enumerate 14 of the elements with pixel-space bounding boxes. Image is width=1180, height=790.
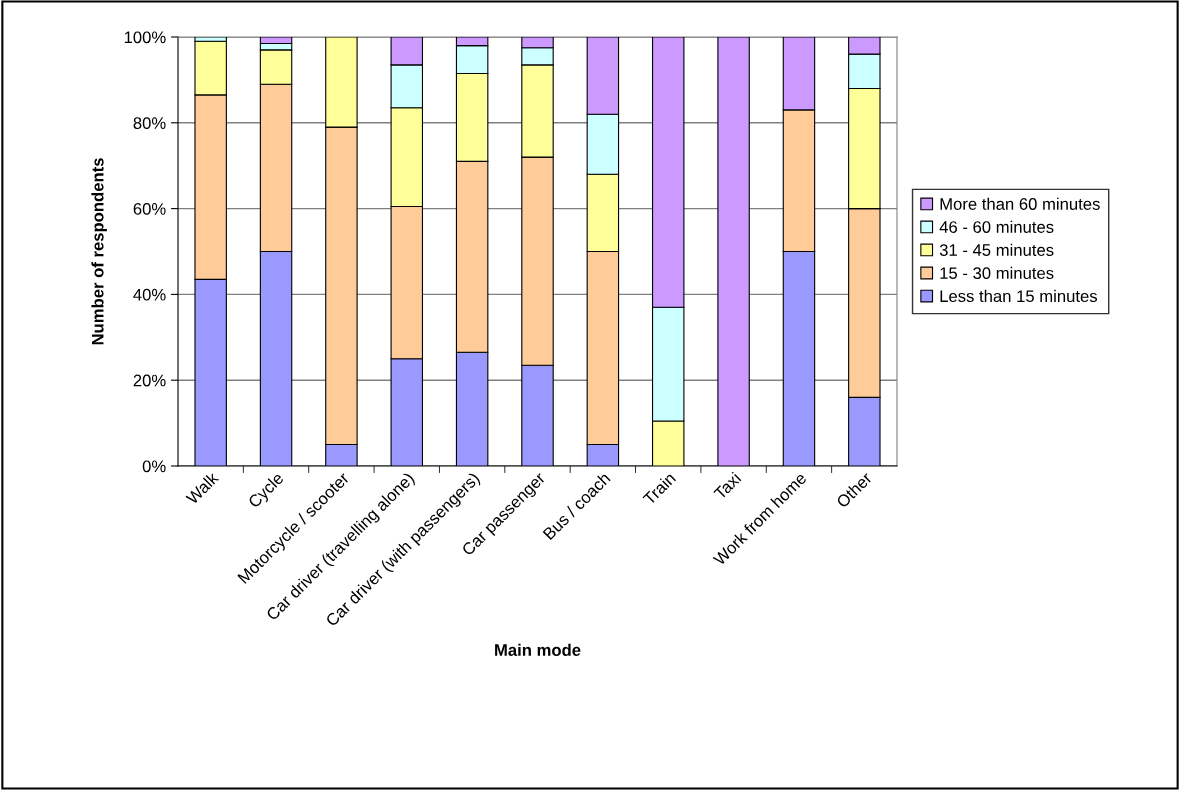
legend-label: 15 - 30 minutes: [940, 266, 1054, 280]
x-tick-label: Taxi: [712, 471, 742, 501]
y-axis-title: Number of respondents: [91, 158, 107, 345]
y-tick-label: 100%: [124, 31, 166, 44]
x-axis-title: Main mode: [495, 643, 581, 656]
y-tick-label: 20%: [133, 374, 166, 387]
legend-label: 46 - 60 minutes: [939, 220, 1054, 233]
y-tick-label: 0%: [142, 460, 166, 473]
legend-label: 31 - 45 minutes: [939, 243, 1054, 256]
y-tick-label: 60%: [133, 203, 166, 215]
y-tick-label: 40%: [133, 288, 166, 301]
legend-label: More than 60 minutes: [940, 197, 1100, 210]
legend-label: Less than 15 minutes: [940, 289, 1098, 303]
y-tick-label: 80%: [133, 117, 166, 129]
